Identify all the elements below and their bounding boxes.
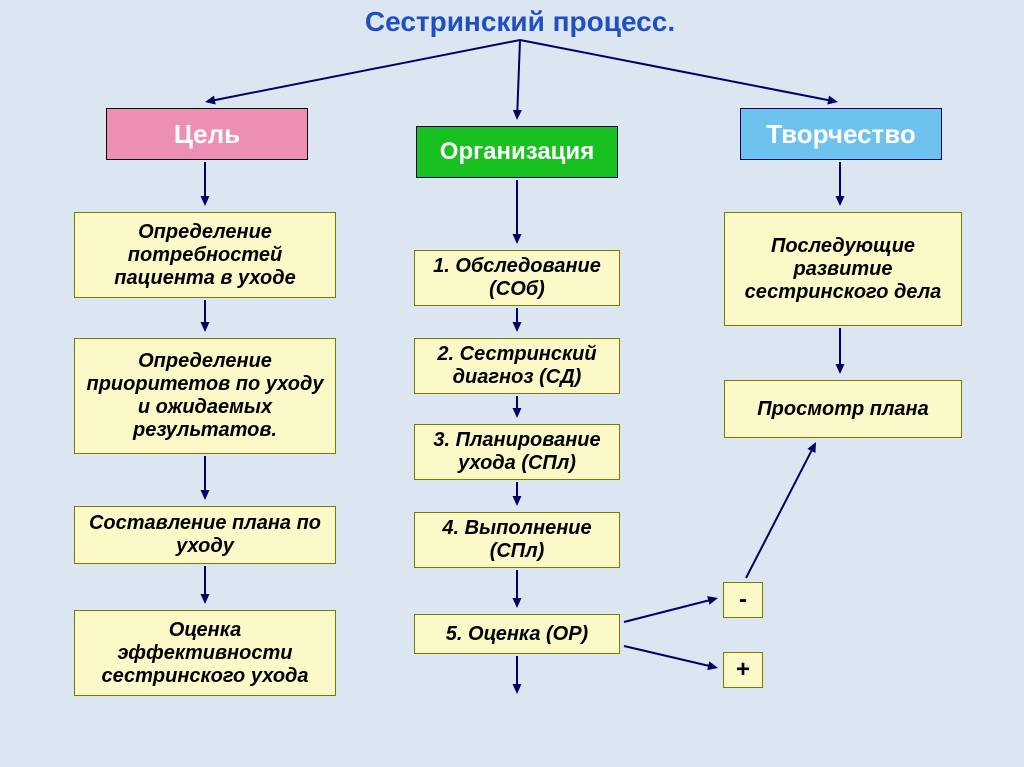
goal-step-3: Составление плана по уходу [74, 506, 336, 564]
goal-step-4-text: Оценка эффективности сестринского ухода [79, 619, 331, 688]
result-minus-text: - [739, 586, 747, 614]
creat-step-2-text: Просмотр плана [757, 398, 929, 421]
goal-step-1-text: Определение потребностей пациента в уход… [79, 221, 331, 290]
org-step-2: 2. Сестринский диагноз (СД) [414, 338, 620, 394]
goal-step-3-text: Составление плана по уходу [79, 512, 331, 558]
header-org-label: Организация [440, 138, 594, 166]
org-step-3: 3. Планирование ухода (СПл) [414, 424, 620, 480]
header-goal-label: Цель [174, 119, 240, 150]
header-organization: Организация [416, 126, 618, 178]
goal-step-2: Определение приоритетов по уходу и ожида… [74, 338, 336, 454]
page-title: Сестринский процесс. [350, 6, 690, 38]
org-step-2-text: 2. Сестринский диагноз (СД) [419, 343, 615, 389]
org-step-4-text: 4. Выполнение (СПл) [419, 517, 615, 563]
org-step-3-text: 3. Планирование ухода (СПл) [419, 429, 615, 475]
creat-step-2: Просмотр плана [724, 380, 962, 438]
header-goal: Цель [106, 108, 308, 160]
creat-step-1: Последующие развитие сестринского дела [724, 212, 962, 326]
goal-step-1: Определение потребностей пациента в уход… [74, 212, 336, 298]
header-creativity: Творчество [740, 108, 942, 160]
org-step-5-text: 5. Оценка (ОР) [446, 623, 588, 646]
goal-step-2-text: Определение приоритетов по уходу и ожида… [79, 350, 331, 442]
org-step-4: 4. Выполнение (СПл) [414, 512, 620, 568]
goal-step-4: Оценка эффективности сестринского ухода [74, 610, 336, 696]
org-step-1-text: 1. Обследование (СОб) [419, 255, 615, 301]
header-creat-label: Творчество [766, 119, 916, 150]
result-minus: - [723, 582, 763, 618]
creat-step-1-text: Последующие развитие сестринского дела [729, 235, 957, 304]
org-step-1: 1. Обследование (СОб) [414, 250, 620, 306]
result-plus-text: + [736, 656, 750, 684]
org-step-5: 5. Оценка (ОР) [414, 614, 620, 654]
result-plus: + [723, 652, 763, 688]
